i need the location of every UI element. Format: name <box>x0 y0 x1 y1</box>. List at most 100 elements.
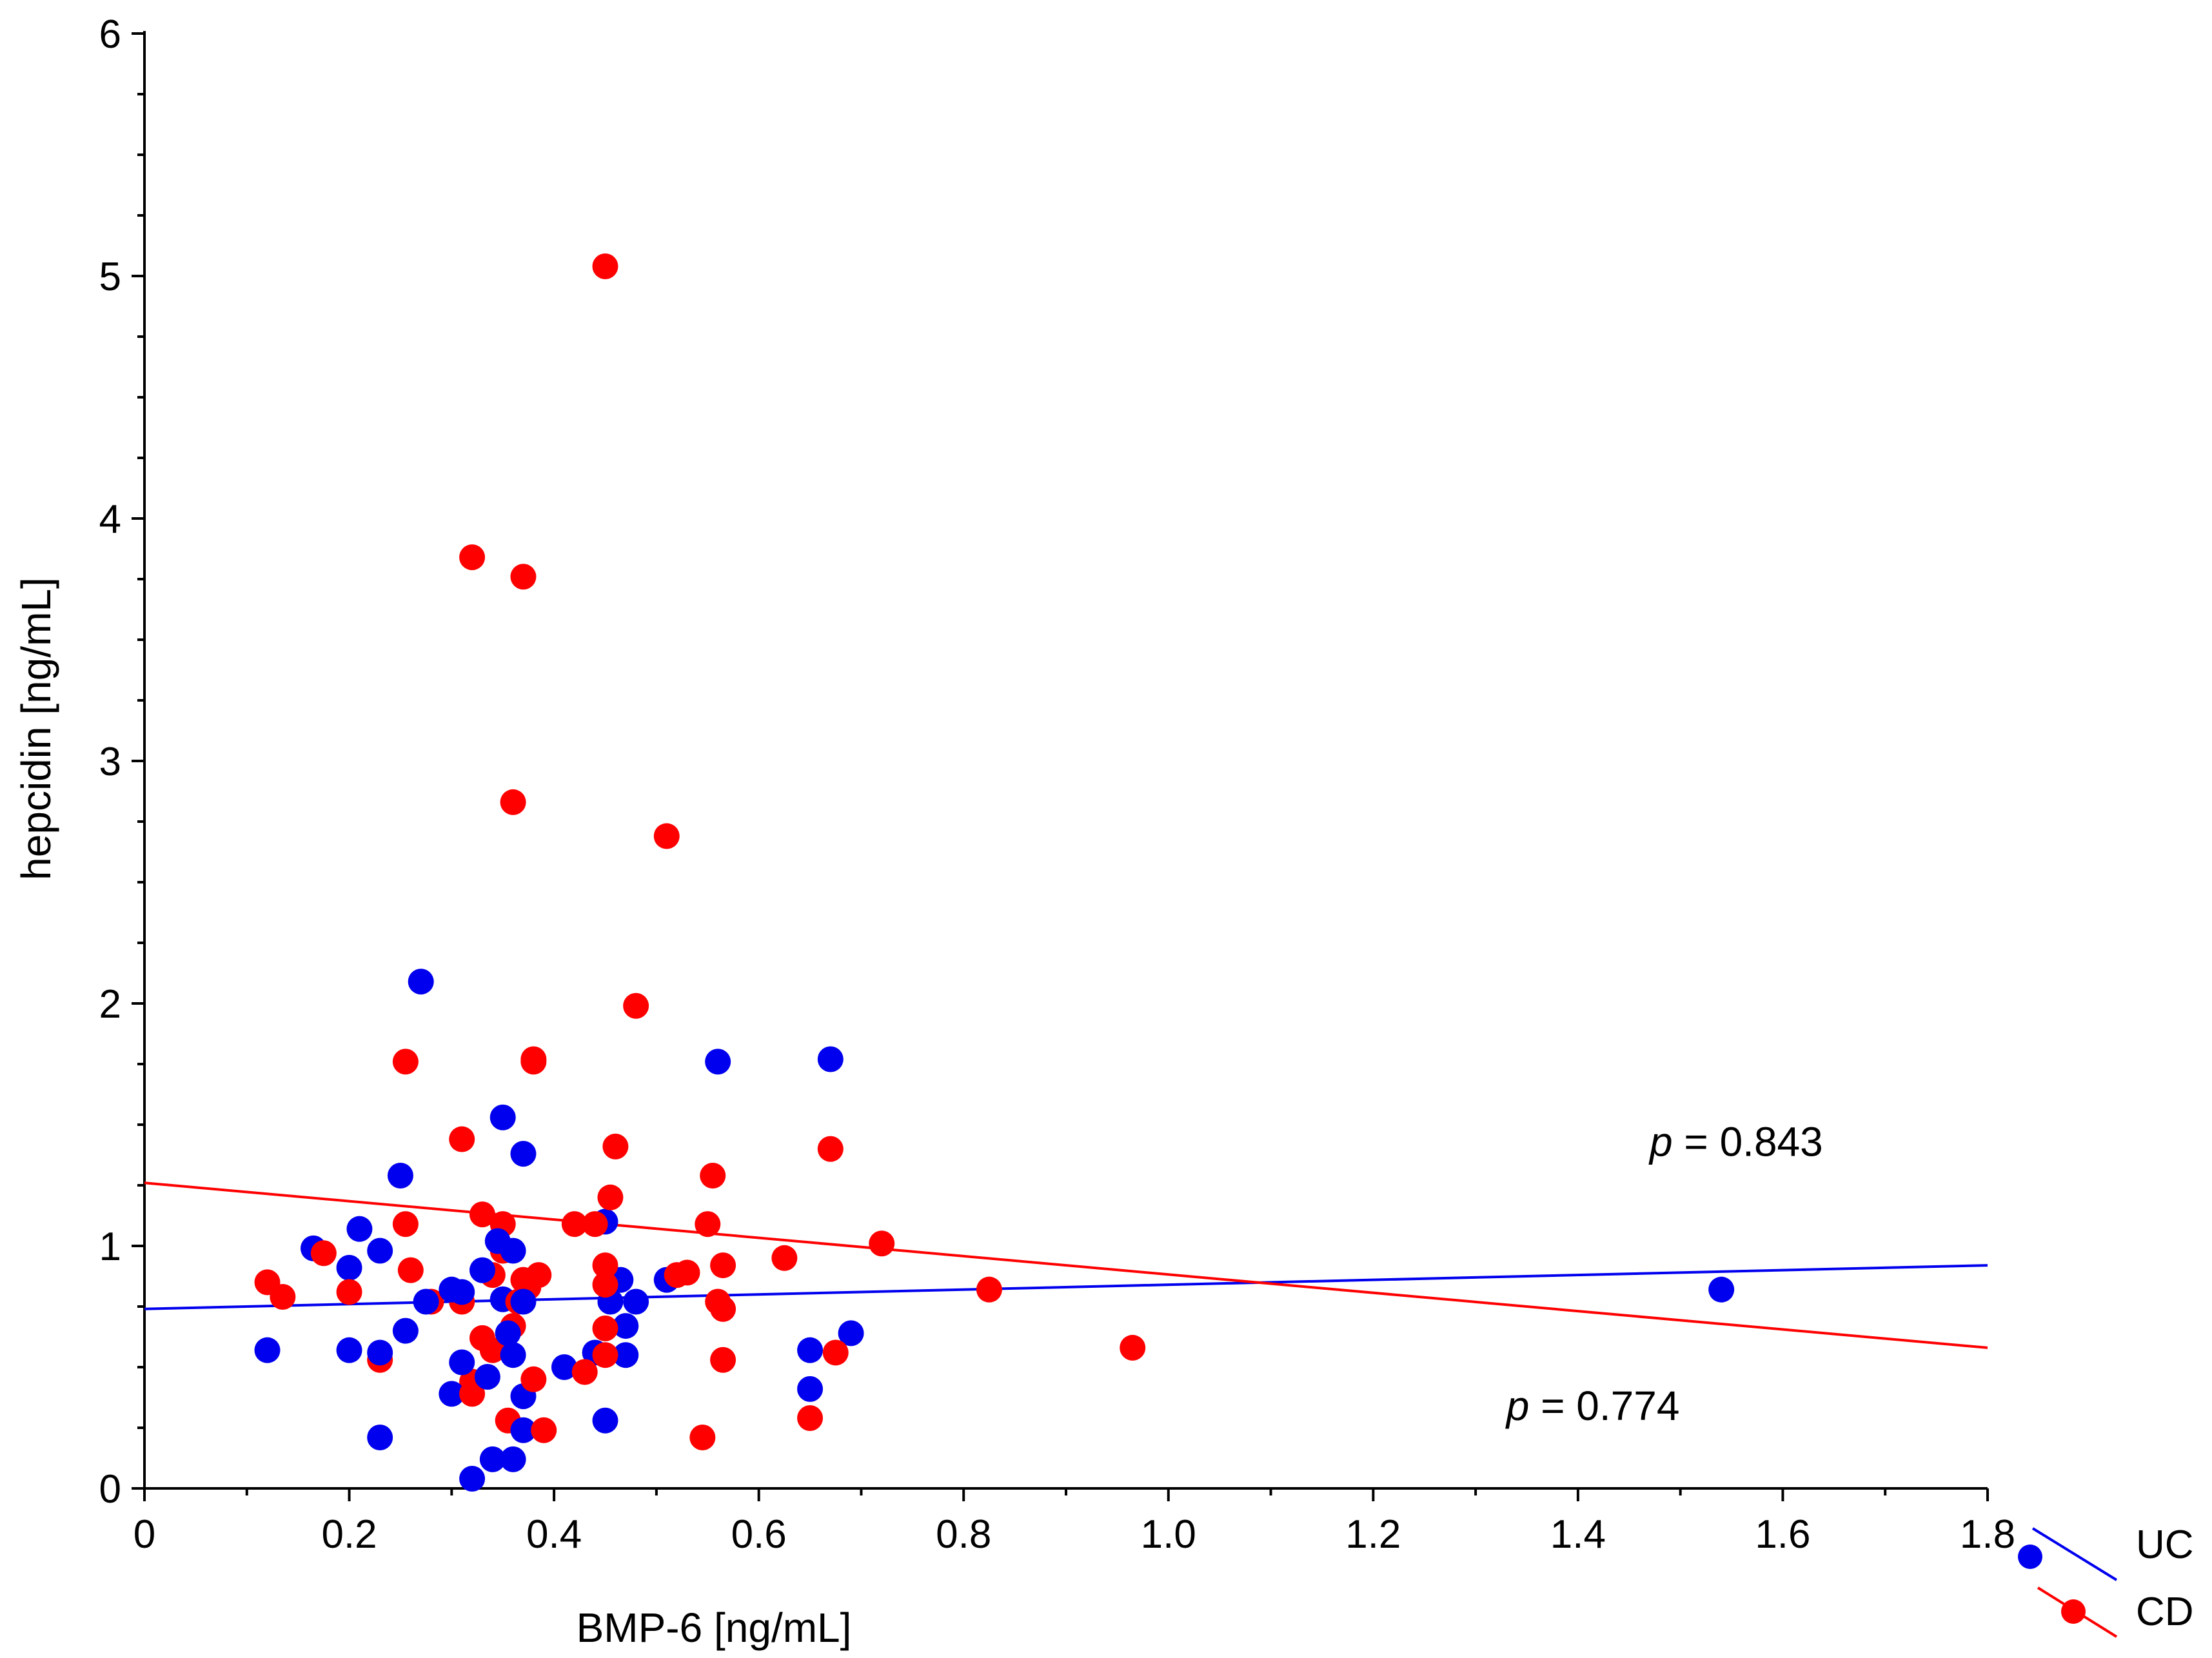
data-point-uc <box>254 1337 281 1363</box>
data-point-uc <box>449 1349 475 1376</box>
data-point-uc <box>500 1342 526 1368</box>
data-point-cd <box>597 1184 624 1210</box>
data-point-cd <box>582 1211 608 1238</box>
data-point-cd <box>674 1259 700 1286</box>
p-value-text: = 0.774 <box>1529 1383 1679 1429</box>
data-point-cd <box>700 1162 726 1189</box>
data-point-cd <box>270 1283 296 1310</box>
data-point-uc <box>500 1238 526 1264</box>
data-point-cd <box>869 1230 895 1257</box>
y-tick-label: 3 <box>99 740 121 784</box>
data-point-uc <box>474 1364 500 1390</box>
data-point-cd <box>469 1201 495 1228</box>
data-point-cd <box>449 1126 475 1152</box>
x-tick-label: 0.6 <box>731 1512 787 1557</box>
data-point-cd <box>689 1425 716 1451</box>
data-point-cd <box>822 1339 849 1366</box>
x-tick-label: 1.6 <box>1755 1512 1810 1557</box>
data-point-uc <box>551 1354 577 1380</box>
data-point-cd <box>592 1342 618 1368</box>
data-point-cd <box>592 1272 618 1298</box>
data-point-cd <box>392 1049 419 1075</box>
fit-line-cd <box>144 1181 1988 1349</box>
y-tick-label: 5 <box>99 255 121 299</box>
data-point-cd <box>695 1211 721 1238</box>
data-point-cd <box>479 1337 506 1363</box>
data-point-uc <box>817 1046 844 1072</box>
x-axis-title: BMP-6 [ng/mL] <box>577 1604 852 1651</box>
x-tick-label: 0.2 <box>321 1512 377 1557</box>
x-tick-label: 1.2 <box>1345 1512 1401 1557</box>
data-point-uc <box>592 1407 618 1434</box>
x-tick-label: 1.8 <box>1960 1512 2015 1557</box>
data-point-cd <box>976 1276 1002 1303</box>
data-point-uc <box>797 1376 824 1402</box>
data-point-cd <box>797 1405 824 1431</box>
data-point-cd <box>710 1296 736 1322</box>
data-point-uc <box>495 1320 521 1347</box>
p-symbol: p <box>1505 1383 1530 1429</box>
data-point-cd <box>592 253 618 279</box>
y-tick-label: 0 <box>99 1467 121 1512</box>
data-point-uc <box>413 1288 439 1315</box>
data-point-cd <box>592 1315 618 1341</box>
data-point-uc <box>408 969 434 995</box>
data-point-uc <box>838 1320 864 1347</box>
data-point-cd <box>531 1417 557 1443</box>
data-point-cd <box>392 1211 419 1238</box>
data-point-cd <box>520 1049 547 1075</box>
data-point-cd <box>771 1245 798 1271</box>
data-point-cd <box>520 1366 547 1392</box>
p-value-text: = 0.843 <box>1673 1118 1823 1165</box>
legend: UC CD <box>2018 1523 2194 1638</box>
data-point-cd <box>397 1257 424 1283</box>
data-point-cd <box>500 789 526 815</box>
legend-marker-uc <box>2018 1545 2042 1569</box>
data-point-uc <box>479 1446 506 1472</box>
data-point-uc <box>367 1339 393 1366</box>
data-point-uc <box>613 1342 639 1368</box>
data-point-uc <box>797 1337 824 1363</box>
y-tick-label: 2 <box>99 982 121 1027</box>
p-symbol: p <box>1648 1118 1673 1165</box>
data-point-uc <box>469 1257 495 1283</box>
data-point-uc <box>510 1417 537 1443</box>
y-tick-label: 6 <box>99 12 121 57</box>
p-value-uc: p = 0.843 <box>1648 1118 1823 1165</box>
data-point-cd <box>710 1347 736 1373</box>
data-point-cd <box>526 1262 552 1288</box>
data-point-uc <box>489 1104 516 1130</box>
data-point-cd <box>510 564 537 590</box>
axes: 0 0.2 0.4 0.6 0.8 1.0 1.2 1.4 1.6 1.8 0 1 2 3 4 5 6 <box>99 12 2016 1557</box>
data-point-uc <box>459 1465 486 1492</box>
x-tick-label: 1.0 <box>1141 1512 1196 1557</box>
data-points <box>254 253 1735 1492</box>
data-point-uc <box>336 1254 362 1281</box>
data-point-uc <box>439 1381 465 1407</box>
legend-marker-cd <box>2061 1599 2086 1624</box>
data-point-uc <box>623 1288 649 1315</box>
data-point-cd <box>336 1279 362 1305</box>
x-tick-label: 0.4 <box>526 1512 582 1557</box>
legend-label-uc: UC <box>2136 1523 2194 1567</box>
data-point-uc <box>500 1446 526 1472</box>
data-point-uc <box>336 1337 362 1363</box>
data-point-cd <box>310 1240 337 1267</box>
legend-line-uc <box>2031 1527 2118 1581</box>
data-point-cd <box>1120 1334 1146 1361</box>
y-tick-label: 4 <box>99 497 121 542</box>
data-point-uc <box>613 1313 639 1339</box>
data-point-uc <box>346 1216 373 1242</box>
x-tick-label: 0 <box>133 1512 155 1557</box>
data-point-cd <box>561 1211 588 1238</box>
data-point-cd <box>571 1359 598 1385</box>
data-point-uc <box>367 1238 393 1264</box>
legend-label-cd: CD <box>2136 1590 2194 1634</box>
data-point-uc <box>705 1049 731 1075</box>
data-point-uc <box>510 1288 537 1315</box>
x-tick-label: 1.4 <box>1550 1512 1606 1557</box>
y-axis-title: hepcidin [ng/mL] <box>13 577 59 880</box>
data-point-uc <box>392 1318 419 1344</box>
